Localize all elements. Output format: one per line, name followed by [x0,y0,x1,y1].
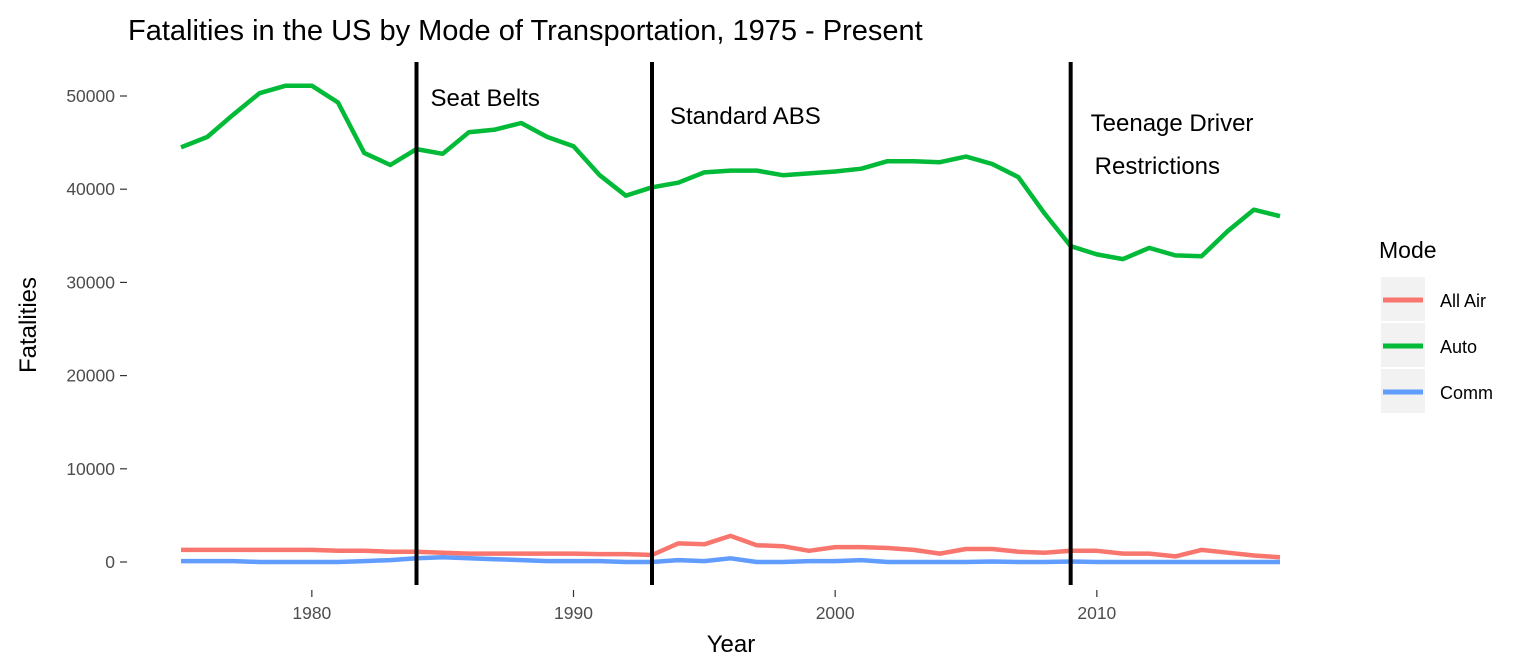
y-tick-label: 30000 [66,272,115,292]
x-axis-title: Year [707,631,756,658]
legend: Mode All Air Auto Comm [1379,237,1493,413]
y-axis-title: Fatalities [15,277,42,373]
y-tick-label: 0 [105,552,115,572]
annotation-label: Restrictions [1095,153,1220,180]
legend-label: Comm [1440,383,1493,403]
y-tick-label: 10000 [66,459,115,479]
annotation-lines: Seat Belts Standard ABS Teenage Driver Rest… [414,62,1254,585]
annotation-label: Standard ABS [670,103,821,130]
series-line-comm [181,555,1280,565]
y-tick-label: 50000 [66,86,115,106]
y-tick-label: 20000 [66,366,115,386]
annotation-label: Seat Belts [431,85,540,112]
series-layer [180,83,1281,565]
chart-title: Fatalities in the US by Mode of Transpor… [128,15,923,47]
x-tick-label: 2010 [1077,603,1116,623]
x-tick-label: 2000 [816,603,855,623]
legend-label: All Air [1440,291,1486,311]
series-line-all-air [181,533,1281,560]
x-tick-label: 1990 [554,603,593,623]
x-axis: 1980 1990 2000 2010 [292,590,1117,623]
x-tick-label: 1980 [292,603,331,623]
legend-label: Auto [1440,337,1477,357]
y-axis: 0 10000 20000 30000 40000 50000 [66,86,127,572]
series-line-auto [180,83,1281,262]
legend-title: Mode [1379,237,1437,263]
annotation-label: Teenage Driver [1091,110,1254,137]
y-tick-label: 40000 [66,179,115,199]
